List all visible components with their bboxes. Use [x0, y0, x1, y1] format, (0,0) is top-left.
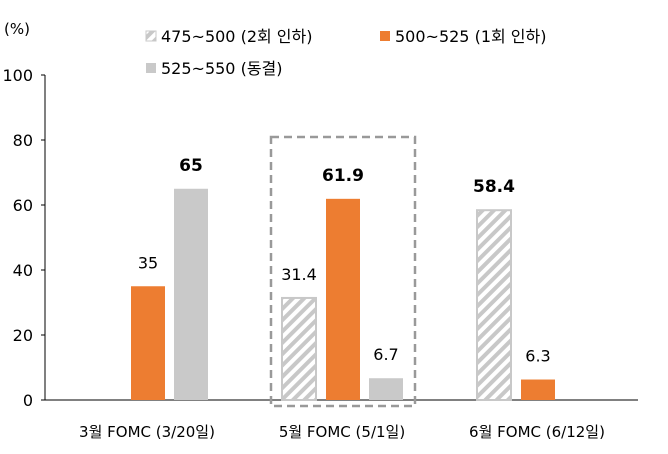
- bar: [369, 378, 403, 400]
- bar: [131, 286, 165, 400]
- legend-label: 525~550 (동결): [161, 59, 283, 78]
- data-label: 65: [179, 156, 203, 176]
- x-tick-label: 6월 FOMC (6/12일): [469, 423, 605, 441]
- bar: [174, 188, 208, 400]
- legend-label: 475~500 (2회 인하): [161, 27, 312, 46]
- y-tick-label: 80: [13, 131, 33, 150]
- bar: [326, 198, 360, 400]
- x-tick-label: 3월 FOMC (3/20일): [79, 423, 215, 441]
- y-axis-label: (%): [4, 20, 30, 38]
- bar: [476, 209, 512, 401]
- y-tick-label: 0: [23, 391, 33, 410]
- data-label: 31.4: [281, 265, 317, 284]
- y-tick-label: 20: [13, 326, 33, 345]
- bar: [521, 379, 555, 400]
- legend-swatch: [146, 63, 156, 73]
- y-tick-label: 60: [13, 196, 33, 215]
- x-tick-label: 5월 FOMC (5/1일): [279, 423, 405, 441]
- data-label: 6.3: [525, 347, 550, 366]
- y-tick-label: 100: [2, 66, 33, 85]
- data-label: 6.7: [373, 345, 398, 364]
- data-label: 58.4: [473, 177, 515, 197]
- legend-label: 500~525 (1회 인하): [395, 27, 546, 46]
- data-label: 61.9: [322, 166, 364, 186]
- legend-swatch: [380, 31, 390, 41]
- y-tick-label: 40: [13, 261, 33, 280]
- data-label: 35: [138, 253, 158, 272]
- highlight-box: [269, 135, 417, 408]
- bar: [281, 296, 317, 402]
- legend-swatch: [145, 30, 157, 42]
